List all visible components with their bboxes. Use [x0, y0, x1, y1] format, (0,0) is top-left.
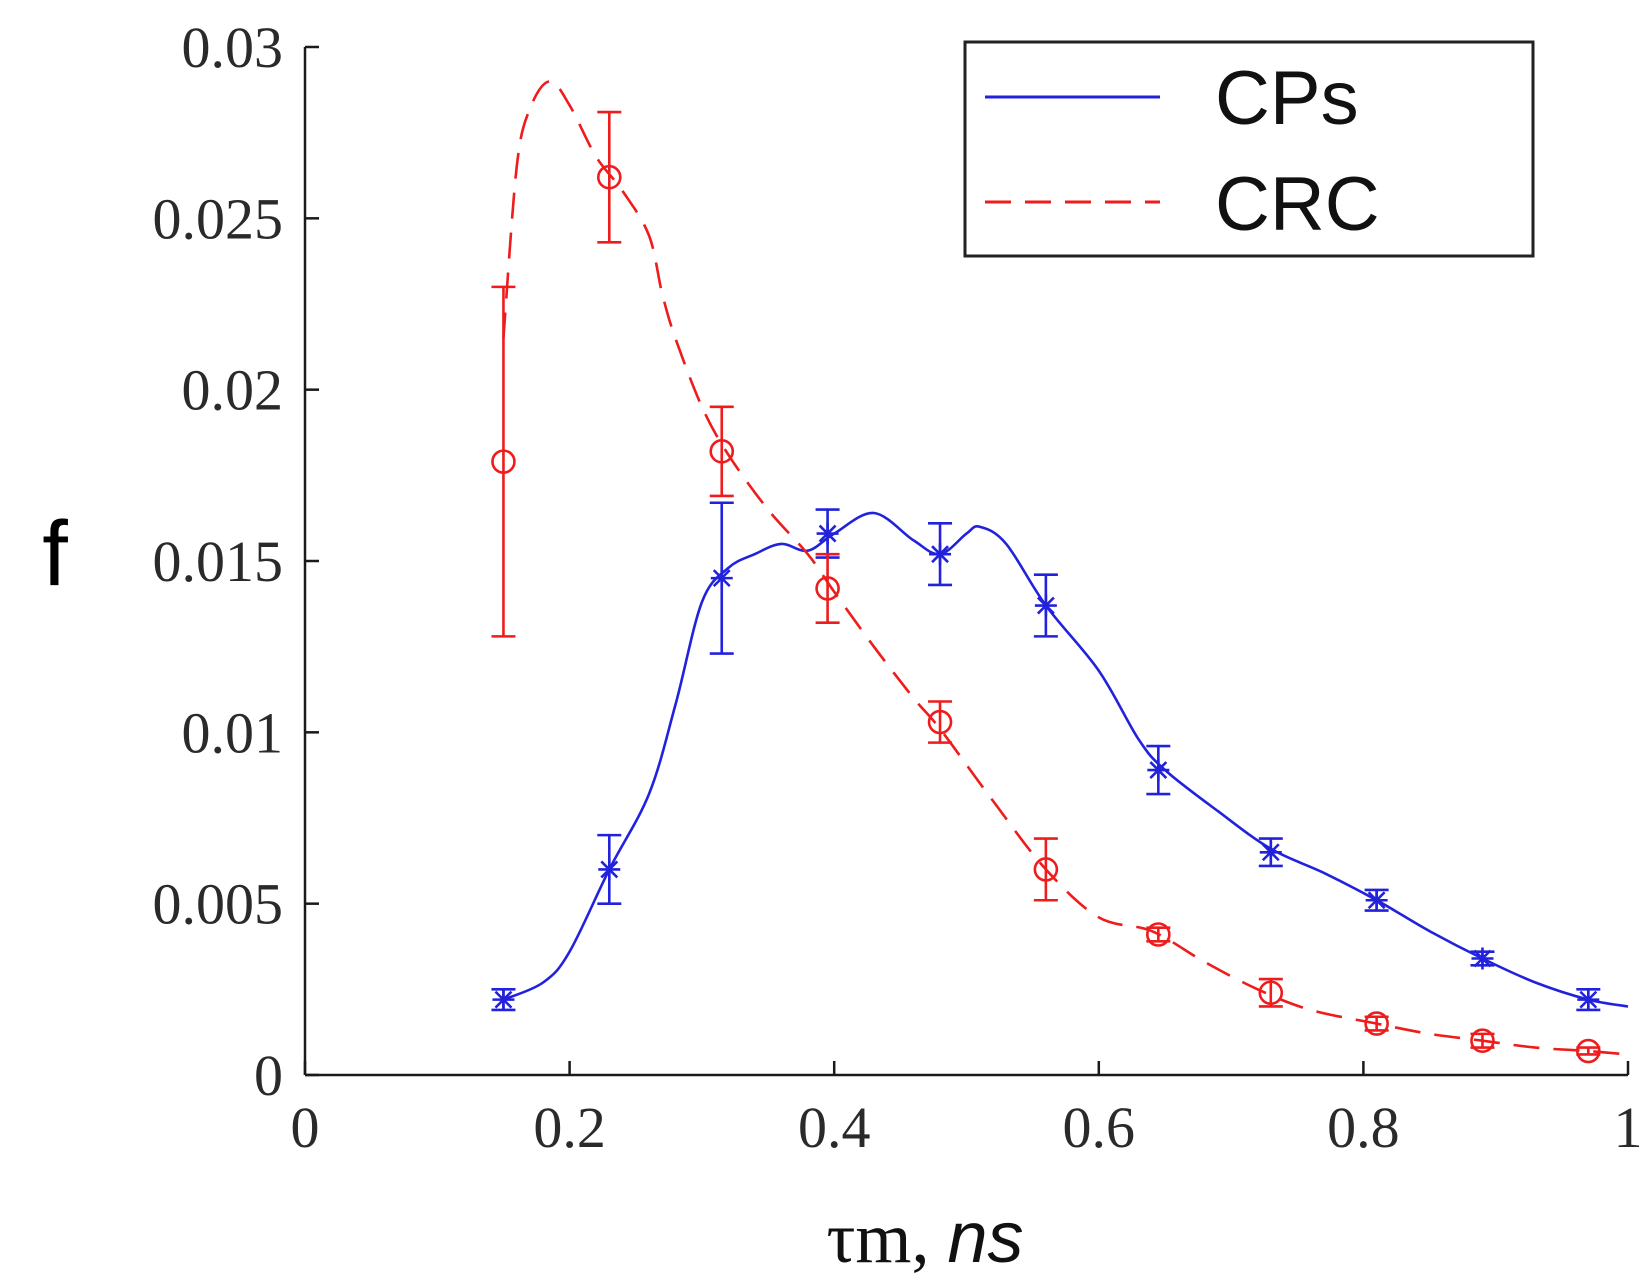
y-tick-label: 0.025	[153, 186, 284, 251]
marker-cps	[1147, 759, 1170, 782]
marker-stroke	[600, 860, 619, 879]
x-tick-label: 0	[291, 1095, 320, 1160]
errorbar-crc	[1364, 1015, 1389, 1032]
y-tick-label: 0.01	[182, 700, 284, 765]
marker-stroke	[1261, 843, 1280, 862]
legend-label-crc: CRC	[1215, 162, 1380, 247]
y-tick-label: 0.03	[182, 15, 284, 80]
marker-crc	[927, 709, 953, 735]
errorbar-crc	[928, 700, 953, 744]
errorbar-crc	[1576, 1046, 1601, 1056]
x-tick-label: 0.4	[798, 1095, 871, 1160]
data-markers	[491, 164, 1601, 1064]
y-tick-label: 0.015	[153, 529, 284, 594]
marker-stroke	[931, 545, 949, 564]
marker-stroke	[494, 990, 513, 1009]
errorbar-crc	[1258, 977, 1283, 1008]
marker-crc	[1364, 1011, 1389, 1036]
errorbar-crc	[597, 110, 622, 244]
marker-crc	[491, 449, 516, 474]
marker-crc	[1033, 857, 1059, 882]
legend: CPs CRC	[963, 40, 1535, 258]
marker-crc	[1470, 1028, 1495, 1054]
marker-stroke	[1367, 891, 1386, 910]
y-ticks: 0 0.005 0.01 0.015 0.02 0.025 0.03	[153, 15, 319, 1108]
x-tick-label: 0.2	[533, 1095, 606, 1160]
x-axis-label: τm, ns	[827, 1198, 1024, 1278]
marker-cps	[929, 543, 952, 566]
marker-stroke	[818, 524, 837, 543]
marker-cps	[1365, 889, 1388, 912]
marker-crc	[815, 576, 840, 601]
marker-cps	[492, 988, 515, 1011]
curve-cps	[502, 511, 1629, 1008]
y-tick-label: 0.02	[182, 358, 284, 423]
x-ticks: 0 0.2 0.4 0.6 0.8 1	[291, 1061, 1643, 1160]
errorbar-crc	[815, 552, 840, 624]
y-tick-label: 0	[254, 1043, 283, 1108]
marker-cps	[710, 567, 733, 590]
marker-cps	[1471, 947, 1494, 970]
marker-stroke	[1473, 949, 1492, 968]
marker-cps	[598, 858, 621, 881]
errorbar-crc	[491, 285, 516, 638]
marker-cps	[816, 522, 839, 545]
marker-crc	[1576, 1038, 1601, 1064]
marker-crc	[596, 164, 622, 190]
marker-cps	[1577, 988, 1600, 1011]
y-axis-label: f	[42, 503, 68, 605]
marker-crc	[1146, 922, 1171, 947]
x-tick-label: 0.6	[1063, 1095, 1136, 1160]
x-axis-label-symbol: τm,	[827, 1198, 930, 1278]
marker-stroke	[1036, 596, 1055, 615]
legend-box	[963, 40, 1535, 258]
x-axis-label-unit: ns	[947, 1198, 1023, 1278]
marker-stroke	[1149, 761, 1168, 779]
errorbar-crc	[709, 405, 734, 498]
marker-cps	[1259, 841, 1282, 864]
errorbar-crc	[1033, 837, 1058, 902]
marker-cps	[1034, 594, 1057, 617]
legend-label-cps: CPs	[1215, 56, 1359, 141]
marker-crc	[1258, 980, 1284, 1006]
marker-stroke	[712, 569, 731, 588]
marker-crc	[709, 439, 735, 464]
x-tick-label: 0.8	[1327, 1095, 1400, 1160]
x-tick-label: 1	[1614, 1095, 1643, 1160]
marker-stroke	[1579, 990, 1598, 1009]
y-tick-label: 0.005	[153, 872, 284, 937]
